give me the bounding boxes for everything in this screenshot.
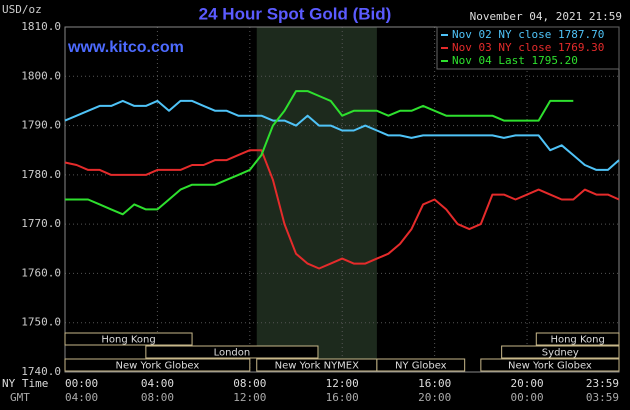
x2-tick-label: 12:00 xyxy=(233,391,266,404)
chart-title: 24 Hour Spot Gold (Bid) xyxy=(199,4,392,23)
y-tick-label: 1750.0 xyxy=(21,316,61,329)
x-tick-label: 23:59 xyxy=(586,377,619,390)
legend-box xyxy=(436,26,620,70)
y-tick-label: 1810.0 xyxy=(21,20,61,33)
session-label: NY Globex xyxy=(395,361,447,372)
x-tick-label: 08:00 xyxy=(233,377,266,390)
x2-tick-label: 00:00 xyxy=(510,391,543,404)
session-box xyxy=(535,332,620,346)
session-label: Hong Kong xyxy=(101,335,155,346)
x-tick-label: 04:00 xyxy=(141,377,174,390)
legend-label: Nov 02 NY close 1787.70 xyxy=(452,28,604,41)
session-label: Hong Kong xyxy=(550,335,604,346)
session-box xyxy=(376,358,466,372)
session-label: New York Globex xyxy=(508,361,592,372)
x-tick-label: 16:00 xyxy=(418,377,451,390)
x-tick-label: 12:00 xyxy=(326,377,359,390)
x-tick-label: 20:00 xyxy=(510,377,543,390)
session-label: New York Globex xyxy=(115,361,199,372)
x2-row-label: GMT xyxy=(10,391,30,404)
y-tick-label: 1740.0 xyxy=(21,365,61,378)
session-box xyxy=(145,345,319,359)
x-row-label: NY Time xyxy=(2,377,48,390)
session-box xyxy=(501,345,620,359)
session-label: New York NYMEX xyxy=(275,361,360,372)
session-box xyxy=(64,332,193,346)
session-label: Sydney xyxy=(542,348,579,359)
series-line xyxy=(64,149,620,270)
y-unit: USD/oz xyxy=(2,3,42,16)
session-box xyxy=(480,358,620,372)
legend-label: Nov 04 Last 1795.20 xyxy=(452,54,578,67)
y-tick-label: 1760.0 xyxy=(21,266,61,279)
legend-label: Nov 03 NY close 1769.30 xyxy=(452,41,604,54)
x2-tick-label: 04:00 xyxy=(65,391,98,404)
date: November 04, 2021 21:59 xyxy=(470,10,622,23)
x2-tick-label: 08:00 xyxy=(141,391,174,404)
y-tick-label: 1770.0 xyxy=(21,217,61,230)
y-tick-label: 1780.0 xyxy=(21,168,61,181)
session-box xyxy=(64,358,251,372)
series-line xyxy=(65,90,574,216)
watermark: www.kitco.com xyxy=(67,39,184,56)
series-line xyxy=(64,99,620,171)
session-shade xyxy=(256,27,377,372)
y-tick-label: 1800.0 xyxy=(21,69,61,82)
x2-tick-label: 03:59 xyxy=(586,391,619,404)
y-tick-label: 1790.0 xyxy=(21,119,61,132)
x2-tick-label: 16:00 xyxy=(326,391,359,404)
session-label: London xyxy=(214,348,251,359)
x2-tick-label: 20:00 xyxy=(418,391,451,404)
x-tick-label: 00:00 xyxy=(65,377,98,390)
